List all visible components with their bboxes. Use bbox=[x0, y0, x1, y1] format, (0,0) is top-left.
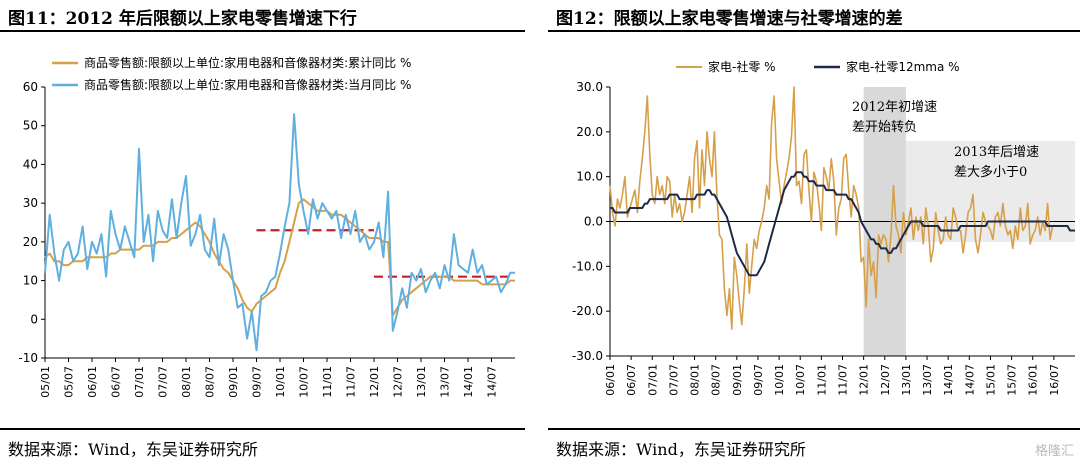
x-tick-label: 06/07 bbox=[625, 364, 638, 396]
band-annotation-text: 差大多小于0 bbox=[954, 164, 1027, 180]
y-tick-label: 50 bbox=[23, 119, 38, 133]
y-tick-label: -10 bbox=[18, 351, 38, 365]
x-tick-label: 14/01 bbox=[942, 364, 955, 396]
x-tick-label: 12/07 bbox=[879, 364, 892, 396]
x-tick-label: 09/07 bbox=[251, 366, 264, 398]
x-tick-label: 07/07 bbox=[667, 364, 680, 396]
y-tick-label: 10 bbox=[23, 274, 38, 288]
y-tick-label: -20.0 bbox=[572, 304, 603, 318]
x-tick-label: 08/07 bbox=[710, 364, 723, 396]
legend-label: 商品零售额:限额以上单位:家用电器和音像器材类:当月同比 % bbox=[84, 77, 411, 92]
x-tick-label: 11/01 bbox=[321, 366, 334, 398]
legend-label: 家电-社零 % bbox=[708, 59, 776, 74]
x-tick-label: 06/07 bbox=[110, 366, 123, 398]
y-tick-label: 0.0 bbox=[584, 215, 603, 229]
x-tick-label: 13/01 bbox=[415, 366, 428, 398]
title-rule bbox=[548, 30, 1080, 32]
y-tick-label: 60 bbox=[23, 80, 38, 94]
x-tick-label: 06/01 bbox=[604, 364, 617, 396]
title-rule bbox=[0, 30, 525, 32]
x-tick-label: 08/01 bbox=[689, 364, 702, 396]
y-tick-label: -30.0 bbox=[572, 349, 603, 363]
x-tick-label: 06/01 bbox=[86, 366, 99, 398]
chart-title: 图11：2012 年后限额以上家电零售增速下行 bbox=[8, 9, 357, 29]
chart-title: 图12：限额以上家电零售增速与社零增速的差 bbox=[556, 9, 903, 29]
x-tick-label: 11/01 bbox=[815, 364, 828, 396]
y-tick-label: 0 bbox=[30, 312, 38, 326]
x-tick-label: 05/01 bbox=[39, 366, 52, 398]
x-tick-label: 11/07 bbox=[345, 366, 358, 398]
series-line bbox=[609, 86, 1054, 330]
x-tick-label: 09/07 bbox=[752, 364, 765, 396]
x-tick-label: 11/07 bbox=[837, 364, 850, 396]
x-tick-label: 05/07 bbox=[63, 366, 76, 398]
x-tick-label: 16/01 bbox=[1027, 364, 1040, 396]
x-tick-label: 07/01 bbox=[646, 364, 659, 396]
x-tick-label: 14/07 bbox=[963, 364, 976, 396]
x-tick-label: 14/01 bbox=[462, 366, 475, 398]
source-note: 数据来源：Wind，东吴证券研究所 bbox=[8, 440, 258, 459]
y-tick-label: 30 bbox=[23, 196, 38, 210]
x-tick-label: 12/07 bbox=[392, 366, 405, 398]
x-tick-label: 07/07 bbox=[157, 366, 170, 398]
x-tick-label: 10/01 bbox=[773, 364, 786, 396]
band-annotation-text: 差开始转负 bbox=[852, 120, 917, 135]
y-tick-label: 20.0 bbox=[576, 125, 603, 139]
x-tick-label: 12/01 bbox=[368, 366, 381, 398]
left-chart-svg: -10 0 10 20 30 40 50 60 05/01 05/07 06/01 06/07 07/0… bbox=[18, 55, 515, 398]
right-chart-panel: 图12：限额以上家电零售增速与社零增速的差 2012年初增速 差开始转负 2013年… bbox=[548, 0, 1080, 464]
x-tick-label: 07/01 bbox=[133, 366, 146, 398]
y-tick-label: 10.0 bbox=[576, 170, 603, 184]
source-rule bbox=[0, 428, 525, 430]
left-chart-panel: 图11：2012 年后限额以上家电零售增速下行 -10 0 10 20 30 40 50 60… bbox=[0, 0, 525, 464]
series-line bbox=[44, 113, 515, 352]
x-tick-label: 09/01 bbox=[227, 366, 240, 398]
x-tick-label: 12/01 bbox=[858, 364, 871, 396]
x-tick-label: 14/07 bbox=[486, 366, 499, 398]
x-tick-label: 16/07 bbox=[1048, 364, 1061, 396]
x-tick-label: 09/01 bbox=[731, 364, 744, 396]
source-note: 数据来源：Wind，东吴证券研究所 bbox=[556, 440, 806, 459]
watermark-logo: 格隆汇 bbox=[1034, 444, 1074, 459]
x-tick-label: 15/01 bbox=[984, 364, 997, 396]
x-tick-label: 10/07 bbox=[794, 364, 807, 396]
legend-label: 家电-社零12mma % bbox=[846, 59, 960, 74]
x-tick-label: 10/07 bbox=[298, 366, 311, 398]
x-tick-label: 13/07 bbox=[921, 364, 934, 396]
x-tick-label: 13/07 bbox=[439, 366, 452, 398]
band-annotation-text: 2013年后增速 bbox=[954, 145, 1039, 160]
x-tick-label: 15/07 bbox=[1006, 364, 1019, 396]
band-annotation-text: 2012年初增速 bbox=[852, 100, 937, 115]
x-tick-label: 13/01 bbox=[900, 364, 913, 396]
legend-label: 商品零售额:限额以上单位:家用电器和音像器材类:累计同比 % bbox=[84, 55, 411, 70]
source-rule bbox=[548, 428, 1080, 430]
series-line bbox=[610, 171, 1075, 277]
y-tick-label: 30.0 bbox=[576, 80, 603, 94]
y-tick-label: -10.0 bbox=[572, 259, 603, 273]
x-tick-label: 10/01 bbox=[274, 366, 287, 398]
x-tick-label: 08/01 bbox=[180, 366, 193, 398]
y-tick-label: 40 bbox=[23, 157, 38, 171]
x-tick-label: 08/07 bbox=[204, 366, 217, 398]
y-tick-label: 20 bbox=[23, 235, 38, 249]
